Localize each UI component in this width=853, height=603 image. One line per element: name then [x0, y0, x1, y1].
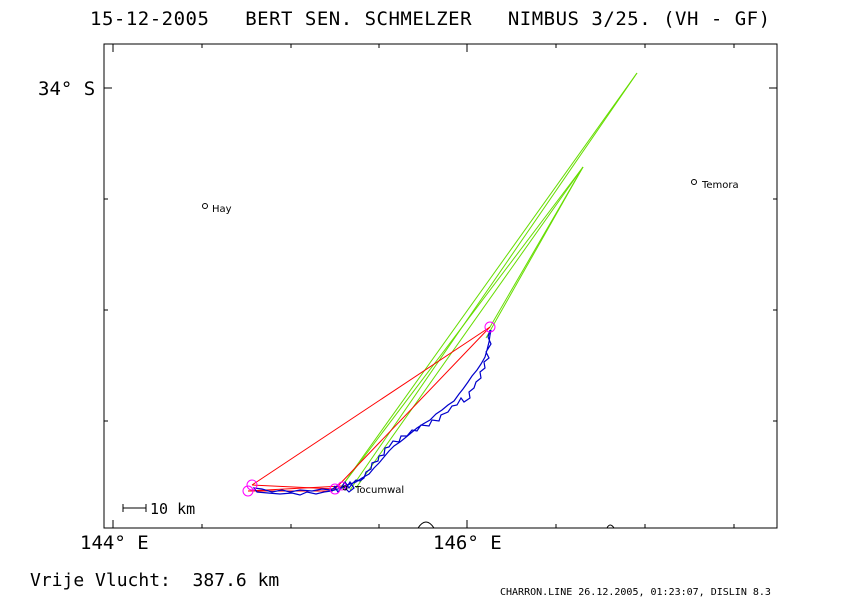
town-label-temora: Temora [702, 180, 739, 191]
turnpoint-circles [242, 321, 496, 497]
credits-text: CHARRON.LINE 26.12.2005, 01:23:07, DISLI… [500, 587, 771, 598]
chart-title: 15-12-2005 BERT SEN. SCHMELZER NIMBUS 3/… [90, 8, 771, 30]
scale-bar [122, 504, 147, 512]
map-frame [103, 43, 778, 529]
lat-tick-label: 34° S [38, 78, 96, 100]
scale-label: 10 km [150, 500, 196, 518]
start-cone-lines [341, 72, 638, 491]
town-marker-tocumwal [342, 485, 348, 491]
town-label-tocumwal: Tocumwal [355, 485, 405, 496]
edge-mark [606, 524, 615, 529]
edge-mark [417, 521, 435, 529]
town-marker-hay [202, 203, 208, 209]
task-lines [247, 326, 491, 492]
flight-track [252, 329, 492, 496]
distance-readout: Vrije Vlucht: 387.6 km [30, 570, 280, 591]
town-label-hay: Hay [212, 204, 232, 215]
town-marker-temora [691, 179, 697, 185]
lon-tick-label-mid: 146° E [433, 532, 502, 554]
axis-ticks [104, 44, 777, 528]
flight-track-loop [333, 480, 355, 494]
lon-tick-label-left: 144° E [80, 532, 149, 554]
